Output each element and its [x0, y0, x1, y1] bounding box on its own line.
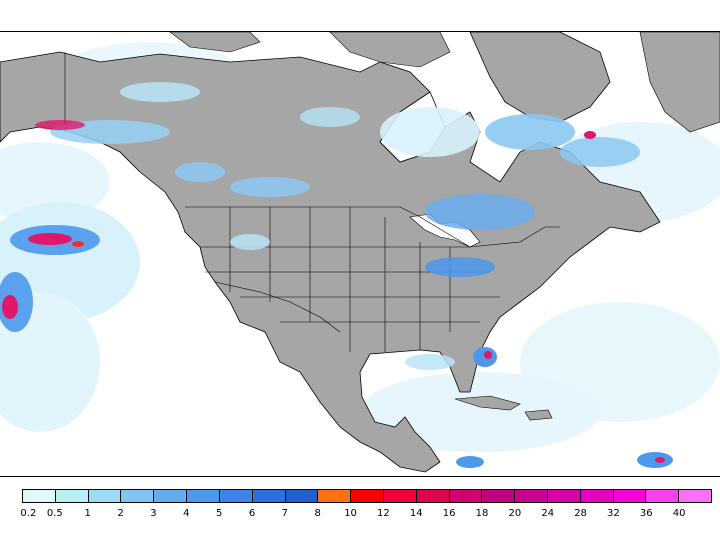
legend-tick-label: 36	[639, 508, 653, 519]
legend-tick-label: 12	[377, 508, 390, 519]
legend-swatch	[548, 490, 581, 502]
legend-tick-label: 24	[541, 508, 555, 519]
legend-tick-label: 5	[215, 508, 223, 519]
legend-swatch	[154, 490, 188, 502]
hispaniola-island	[524, 409, 553, 421]
legend-swatch	[252, 490, 286, 502]
legend-tick-label: 0.2	[20, 508, 37, 519]
legend-swatch	[580, 490, 614, 502]
legend-swatch	[23, 490, 56, 502]
legend-swatch	[416, 490, 450, 502]
legend-swatch	[449, 490, 483, 502]
legend-tick-label: 40	[672, 508, 686, 519]
legend-tick-label: 1	[84, 508, 91, 519]
legend-swatch	[515, 490, 548, 502]
map-canvas	[0, 32, 720, 473]
legend-swatch	[187, 490, 220, 502]
legend-tick-label: 7	[281, 508, 289, 519]
legend-tick-label: 0.5	[46, 508, 63, 519]
legend-tick-label: 10	[344, 508, 357, 519]
greenland-landmass	[469, 32, 611, 123]
legend-swatch	[285, 490, 319, 502]
legend-swatch	[318, 490, 352, 502]
cuba-island	[454, 395, 521, 411]
precipitation-map	[0, 31, 720, 477]
legend-swatch	[482, 490, 516, 502]
heavy-precip-cells	[0, 120, 673, 468]
legend-swatch	[351, 490, 384, 502]
legend-tick-label: 18	[475, 508, 489, 519]
legend-tick-label: 8	[314, 508, 321, 519]
legend-swatch	[88, 490, 122, 502]
arctic-island	[639, 32, 720, 133]
legend-tick-label: 3	[150, 508, 157, 519]
legend-tick-label: 20	[508, 508, 522, 519]
legend-swatch	[383, 490, 417, 502]
legend-tick-label: 2	[117, 508, 124, 519]
state-lines	[200, 207, 500, 352]
arctic-island	[329, 32, 451, 68]
legend-swatch	[55, 490, 89, 502]
legend-tick-label: 32	[607, 508, 620, 519]
precipitation-legend	[22, 489, 712, 503]
legend-swatch	[679, 490, 712, 502]
arctic-island	[169, 32, 261, 53]
legend-swatch	[646, 490, 680, 502]
legend-tick-label: 28	[574, 508, 587, 519]
legend-tick-label: 14	[409, 508, 423, 519]
legend-swatch	[613, 490, 647, 502]
legend-tick-label: 16	[442, 508, 456, 519]
legend-tick-label: 4	[183, 508, 190, 519]
legend-swatch	[219, 490, 253, 502]
legend-tick-label: 6	[248, 508, 256, 519]
political-borders	[64, 52, 560, 352]
legend-labels: 0.2 0.5 1 2 3 4 5 6 7 8 10 12 14 16 18 20 24 28 32 36 40	[20, 508, 712, 522]
legend-swatch	[121, 490, 155, 502]
